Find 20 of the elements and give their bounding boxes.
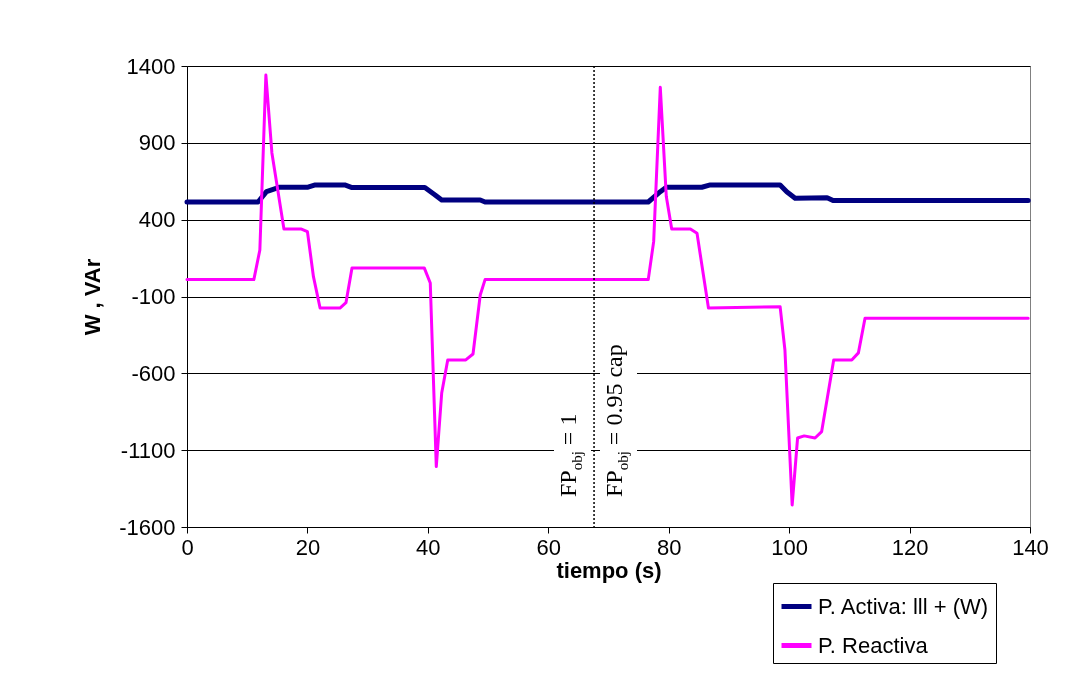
x-tick-label: 120 xyxy=(891,534,929,560)
legend-label: P. Reactiva xyxy=(818,632,929,658)
y-tick-label: 1400 xyxy=(126,53,176,79)
x-tick-label: 80 xyxy=(656,534,682,560)
x-axis-title: tiempo (s) xyxy=(556,557,662,583)
x-tick-label: 60 xyxy=(536,534,562,560)
y-axis-title: W , VAr xyxy=(80,258,106,336)
x-tick-label: 100 xyxy=(771,534,808,560)
line-series xyxy=(185,73,1030,507)
y-tick-label: -100 xyxy=(131,284,176,309)
y-tick-label: 900 xyxy=(138,130,176,156)
legend-label: P. Activa: lll + (W) xyxy=(818,593,989,619)
y-tick-label: 400 xyxy=(138,207,176,233)
y-tick-label: -600 xyxy=(131,360,176,386)
x-tick-label: 0 xyxy=(181,534,194,560)
x-tick-label: 40 xyxy=(416,534,441,560)
y-tick-label: -1600 xyxy=(119,514,176,540)
y-tick-label: -1100 xyxy=(120,437,176,463)
x-tick-label: 140 xyxy=(1012,534,1049,560)
x-tick-label: 20 xyxy=(295,534,321,560)
